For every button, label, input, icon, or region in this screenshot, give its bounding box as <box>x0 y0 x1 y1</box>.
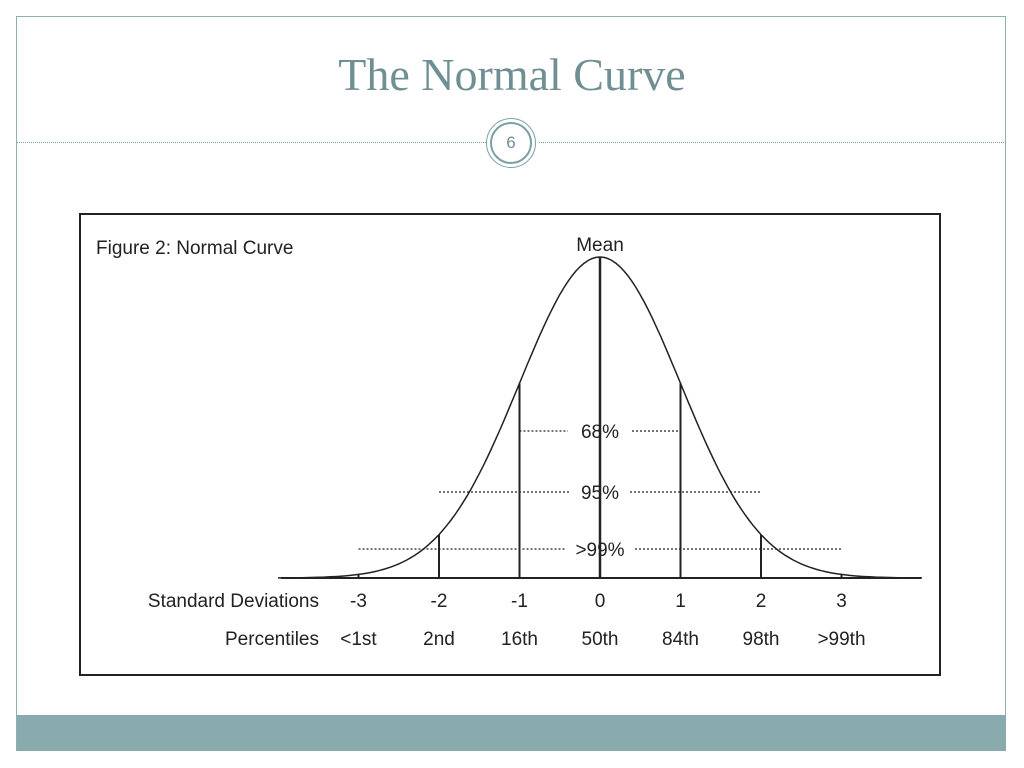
standard-deviations-row-label: Standard Deviations <box>148 591 319 612</box>
figure-caption: Figure 2: Normal Curve <box>96 238 293 259</box>
percentile-label: 50th <box>582 629 619 650</box>
slide-number: 6 <box>490 122 532 164</box>
percentiles-row-label: Percentiles <box>225 629 319 650</box>
sd-tick-label: 3 <box>836 591 847 612</box>
sd-tick-label: -1 <box>511 591 528 612</box>
percentile-label: 16th <box>501 629 538 650</box>
percentile-label: <1st <box>340 629 377 650</box>
sd-tick-label: -2 <box>431 591 448 612</box>
percentile-label: 2nd <box>423 629 455 650</box>
percentile-label: 84th <box>662 629 699 650</box>
sd-tick-label: 0 <box>595 591 606 612</box>
sd-tick-label: -3 <box>350 591 367 612</box>
footer-bar <box>17 715 1006 751</box>
normal-curve-diagram: Figure 2: Normal Curve Mean 68%95%>99% -… <box>96 235 922 650</box>
sd-tick-label: 2 <box>756 591 767 612</box>
slide-number-badge: 6 <box>486 118 536 168</box>
normal-curve-figure: Figure 2: Normal Curve Mean 68% 95% >99% -… <box>79 213 941 676</box>
title-divider-left <box>17 142 486 143</box>
percentile-label: 98th <box>743 629 780 650</box>
percentile-label: >99th <box>817 629 865 650</box>
sd-tick-label: 1 <box>675 591 686 612</box>
mean-label: Mean <box>576 235 624 256</box>
slide-title: The Normal Curve <box>338 49 686 100</box>
title-divider-right <box>539 142 1006 143</box>
